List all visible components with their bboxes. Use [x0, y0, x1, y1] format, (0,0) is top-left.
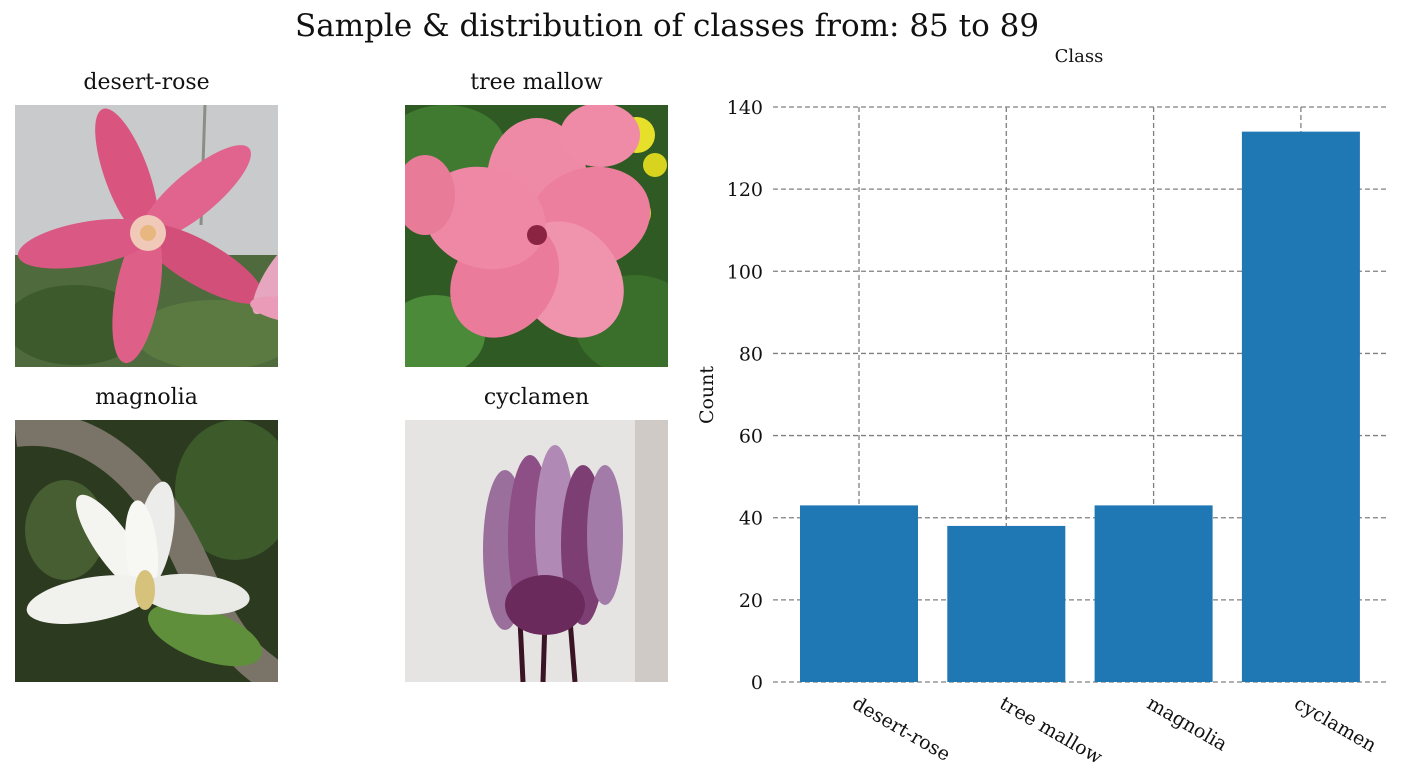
bar-magnolia: [1094, 505, 1213, 682]
x-tick-label: tree mallow: [996, 692, 1107, 769]
y-tick-label: 0: [751, 672, 763, 694]
bar-tree-mallow: [947, 525, 1066, 682]
y-tick-label: 120: [727, 179, 763, 201]
sample-caption: desert-rose: [83, 70, 210, 95]
y-tick-label: 20: [739, 590, 763, 612]
y-axis-label: Count: [696, 366, 718, 424]
chart-title: Class: [1055, 46, 1104, 67]
x-tick-label: magnolia: [1143, 692, 1231, 755]
bar-cyclamen: [1241, 131, 1360, 683]
x-tick-label: desert-rose: [849, 692, 954, 766]
sample-caption: magnolia: [95, 385, 198, 410]
y-tick-label: 60: [739, 426, 763, 448]
tree-mallow-image: [405, 105, 668, 367]
magnolia-image: [15, 420, 278, 682]
y-tick-label: 100: [727, 261, 763, 283]
sample-caption: cyclamen: [483, 385, 590, 410]
desert-rose-image: [15, 105, 278, 367]
sample-caption: tree mallow: [470, 70, 603, 95]
bar-desert-rose: [800, 505, 918, 682]
figure-title: Sample & distribution of classes from: 8…: [294, 8, 1040, 44]
y-tick-label: 80: [739, 343, 763, 365]
cyclamen-image: [405, 420, 668, 682]
y-tick-label: 40: [739, 508, 763, 530]
y-tick-label: 140: [727, 97, 763, 119]
x-tick-label: cyclamen: [1290, 692, 1380, 757]
